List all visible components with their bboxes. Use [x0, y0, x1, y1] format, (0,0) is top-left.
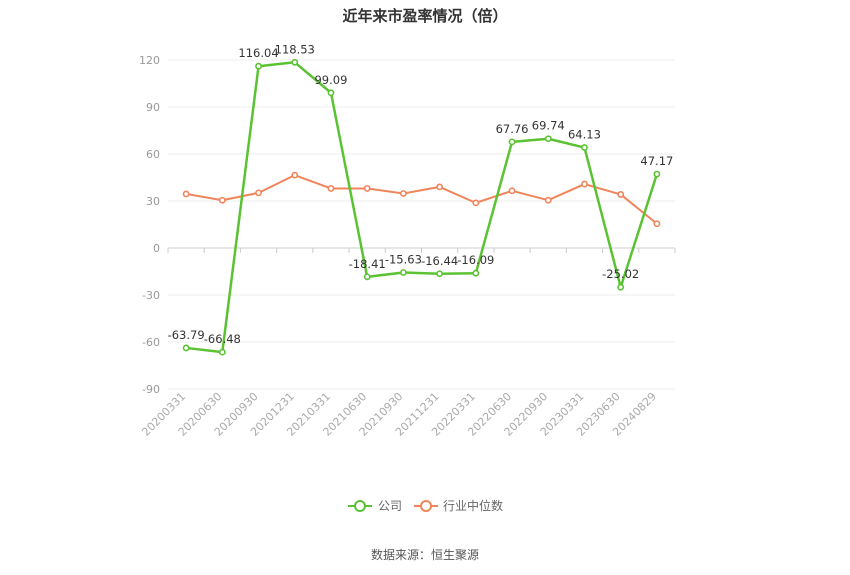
company-point[interactable] — [617, 283, 625, 291]
y-tick-label: 0 — [153, 242, 160, 255]
y-tick-label: 90 — [146, 101, 160, 114]
company-point[interactable] — [363, 273, 371, 281]
industry-median-point[interactable] — [399, 190, 407, 197]
company-data-label: 67.76 — [496, 122, 529, 136]
industry-median-point[interactable] — [255, 189, 262, 197]
industry-median-point[interactable] — [327, 185, 335, 192]
company-point[interactable] — [291, 58, 299, 66]
company-point[interactable] — [653, 170, 661, 178]
company-point[interactable] — [508, 138, 516, 146]
company-data-label: 64.13 — [568, 128, 601, 142]
company-series-line — [185, 61, 659, 354]
company-data-label: -15.63 — [385, 252, 422, 266]
data-source: 数据来源：恒生聚源 — [371, 547, 479, 562]
series-layer — [182, 58, 661, 356]
industry-median-point[interactable] — [653, 220, 661, 228]
company-data-label: 69.74 — [532, 119, 565, 133]
company-point[interactable] — [399, 269, 407, 276]
y-tick-label: -60 — [142, 336, 160, 349]
y-tick-label: 120 — [139, 54, 160, 67]
legend-item-company[interactable]: 公司 — [348, 499, 402, 513]
company-point[interactable] — [218, 348, 226, 356]
company-point[interactable] — [436, 270, 444, 278]
industry-median-point[interactable] — [581, 180, 588, 188]
legend-company-label: 公司 — [378, 499, 402, 513]
company-data-label: -18.41 — [349, 257, 386, 271]
company-data-label: 47.17 — [640, 154, 673, 168]
y-tick-label: -90 — [142, 383, 160, 396]
legend-company-marker — [354, 500, 366, 512]
legend-industry-marker — [420, 500, 432, 512]
industry-median-point[interactable] — [291, 171, 299, 179]
industry-median-point[interactable] — [436, 183, 444, 191]
y-tick-label: 30 — [146, 195, 160, 208]
company-data-label: -16.09 — [457, 253, 494, 267]
company-point[interactable] — [182, 344, 190, 352]
company-point[interactable] — [581, 144, 588, 151]
industry-median-point[interactable] — [544, 196, 552, 204]
company-point[interactable] — [544, 135, 552, 143]
company-data-label: 118.53 — [275, 42, 315, 56]
chart-title: 近年来市盈率情况（倍） — [342, 7, 507, 25]
industry-median-point[interactable] — [363, 185, 371, 192]
grid-lines — [168, 59, 675, 390]
y-tick-label: -30 — [142, 289, 160, 302]
legend: 公司 行业中位数 — [348, 498, 503, 513]
legend-industry-label: 行业中位数 — [443, 498, 503, 513]
company-data-label: -25.02 — [602, 267, 639, 281]
industry-median-point[interactable] — [508, 187, 516, 195]
company-point[interactable] — [255, 62, 262, 70]
company-point[interactable] — [327, 89, 335, 97]
industry-median-point[interactable] — [617, 191, 625, 198]
y-tick-label: 60 — [146, 148, 160, 161]
industry-median-point[interactable] — [182, 190, 190, 198]
industry-median-series-line — [185, 174, 658, 225]
legend-item-industry-median[interactable]: 行业中位数 — [414, 498, 503, 513]
company-data-label: -66.48 — [204, 332, 241, 346]
y-axis: 120 90 60 30 0 -30 -60 -90 — [139, 54, 160, 396]
company-data-label: -16.44 — [421, 254, 458, 268]
industry-median-point[interactable] — [472, 199, 480, 207]
company-data-label: 99.09 — [314, 73, 347, 87]
company-point[interactable] — [472, 269, 480, 277]
company-data-label: 116.04 — [238, 46, 278, 60]
industry-median-point[interactable] — [218, 196, 226, 204]
company-data-label: -63.79 — [168, 328, 205, 342]
